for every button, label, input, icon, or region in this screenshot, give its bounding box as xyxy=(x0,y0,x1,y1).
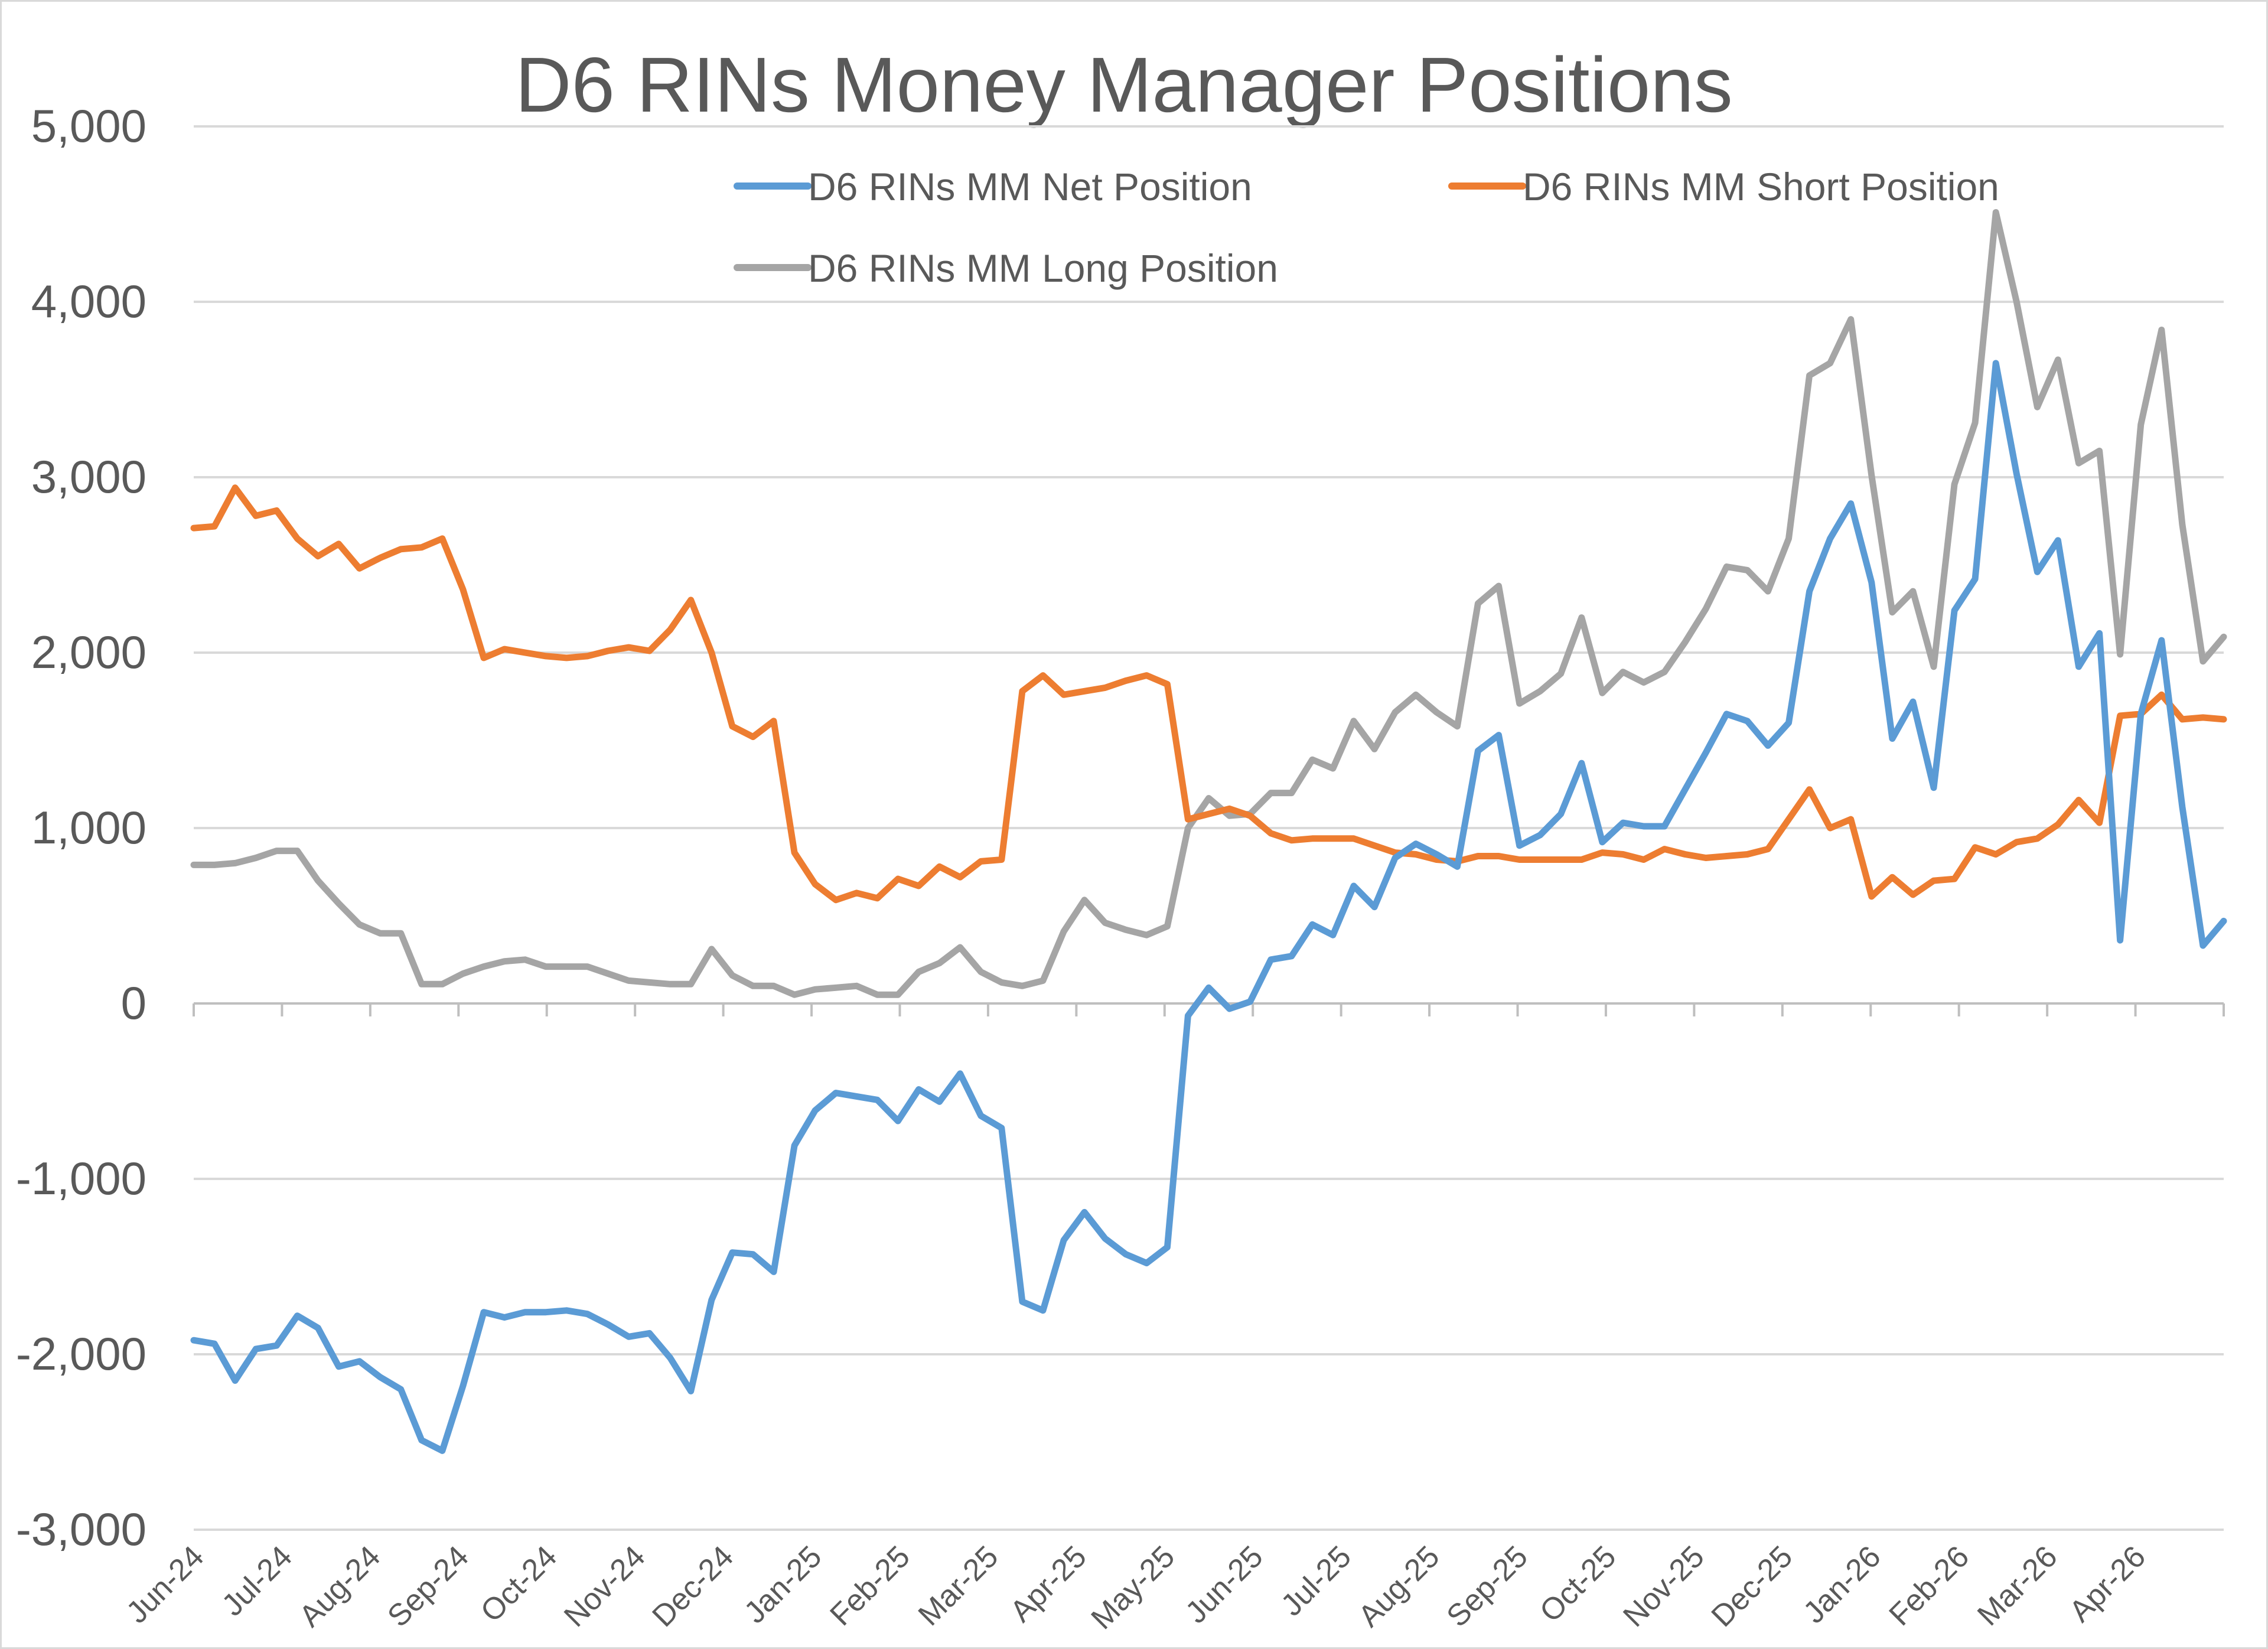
x-tick-label: Mar-26 xyxy=(1971,1539,2064,1632)
y-tick-label: -2,000 xyxy=(16,1328,146,1380)
chart-title: D6 RINs Money Manager Positions xyxy=(515,41,1733,128)
x-tick-label: Jan-26 xyxy=(1797,1539,1887,1630)
series-lines xyxy=(190,209,2227,1454)
x-tick-label: Feb-25 xyxy=(823,1539,917,1632)
x-tick-label: Sep-25 xyxy=(1440,1539,1534,1634)
legend-label: D6 RINs MM Short Position xyxy=(1523,165,1999,208)
y-tick-label: 1,000 xyxy=(31,801,146,853)
x-tick-label: Sep-24 xyxy=(381,1539,475,1634)
x-tick-label: Jun-25 xyxy=(1179,1539,1269,1630)
x-tick-label: Oct-25 xyxy=(1533,1539,1622,1628)
series-line-0 xyxy=(190,360,2227,1454)
x-axis: Jun-24 Jul-24Aug-24Sep-24Oct-24Nov-24Dec-… xyxy=(120,1003,2225,1636)
x-tick-label: Oct-24 xyxy=(474,1539,563,1628)
legend-label: D6 RINs MM Net Position xyxy=(808,165,1252,208)
x-tick-label: Dec-24 xyxy=(646,1539,741,1634)
y-tick-label: -3,000 xyxy=(16,1503,146,1555)
x-tick-label: Apr-25 xyxy=(1003,1539,1093,1628)
series-line-2 xyxy=(190,209,2227,998)
x-tick-label: Feb-26 xyxy=(1883,1539,1976,1632)
x-tick-label: Dec-25 xyxy=(1705,1539,1800,1634)
y-tick-label: 3,000 xyxy=(31,451,146,503)
x-tick-label: May-25 xyxy=(1085,1539,1182,1636)
y-tick-label: 2,000 xyxy=(31,626,146,678)
y-tick-label: 5,000 xyxy=(31,100,146,152)
x-tick-label: Mar-25 xyxy=(912,1539,1005,1632)
legend-label: D6 RINs MM Long Position xyxy=(808,246,1278,290)
x-tick-label: Nov-24 xyxy=(558,1539,652,1634)
series-line-1 xyxy=(190,484,2227,904)
x-tick-label: Nov-25 xyxy=(1617,1539,1711,1634)
x-tick-label: Aug-25 xyxy=(1352,1539,1446,1634)
x-tick-label: Apr-26 xyxy=(2063,1539,2152,1628)
y-tick-label: -1,000 xyxy=(16,1152,146,1204)
x-tick-label: Jul-25 xyxy=(1275,1539,1358,1622)
gridlines xyxy=(194,125,2224,1531)
x-tick-label: Aug-24 xyxy=(293,1539,387,1634)
y-tick-label: 4,000 xyxy=(31,275,146,327)
y-tick-label: 0 xyxy=(121,977,146,1029)
y-axis-tick-labels: -3,000 -2,000 -1,000 0 1,000 2,000 3,000 4,000 5… xyxy=(16,100,146,1555)
legend: D6 RINs MM Net Position D6 RINs MM Short … xyxy=(734,165,1999,290)
x-tick-label: Jan-25 xyxy=(738,1539,828,1630)
x-tick-label: Jul-24 xyxy=(216,1539,299,1622)
